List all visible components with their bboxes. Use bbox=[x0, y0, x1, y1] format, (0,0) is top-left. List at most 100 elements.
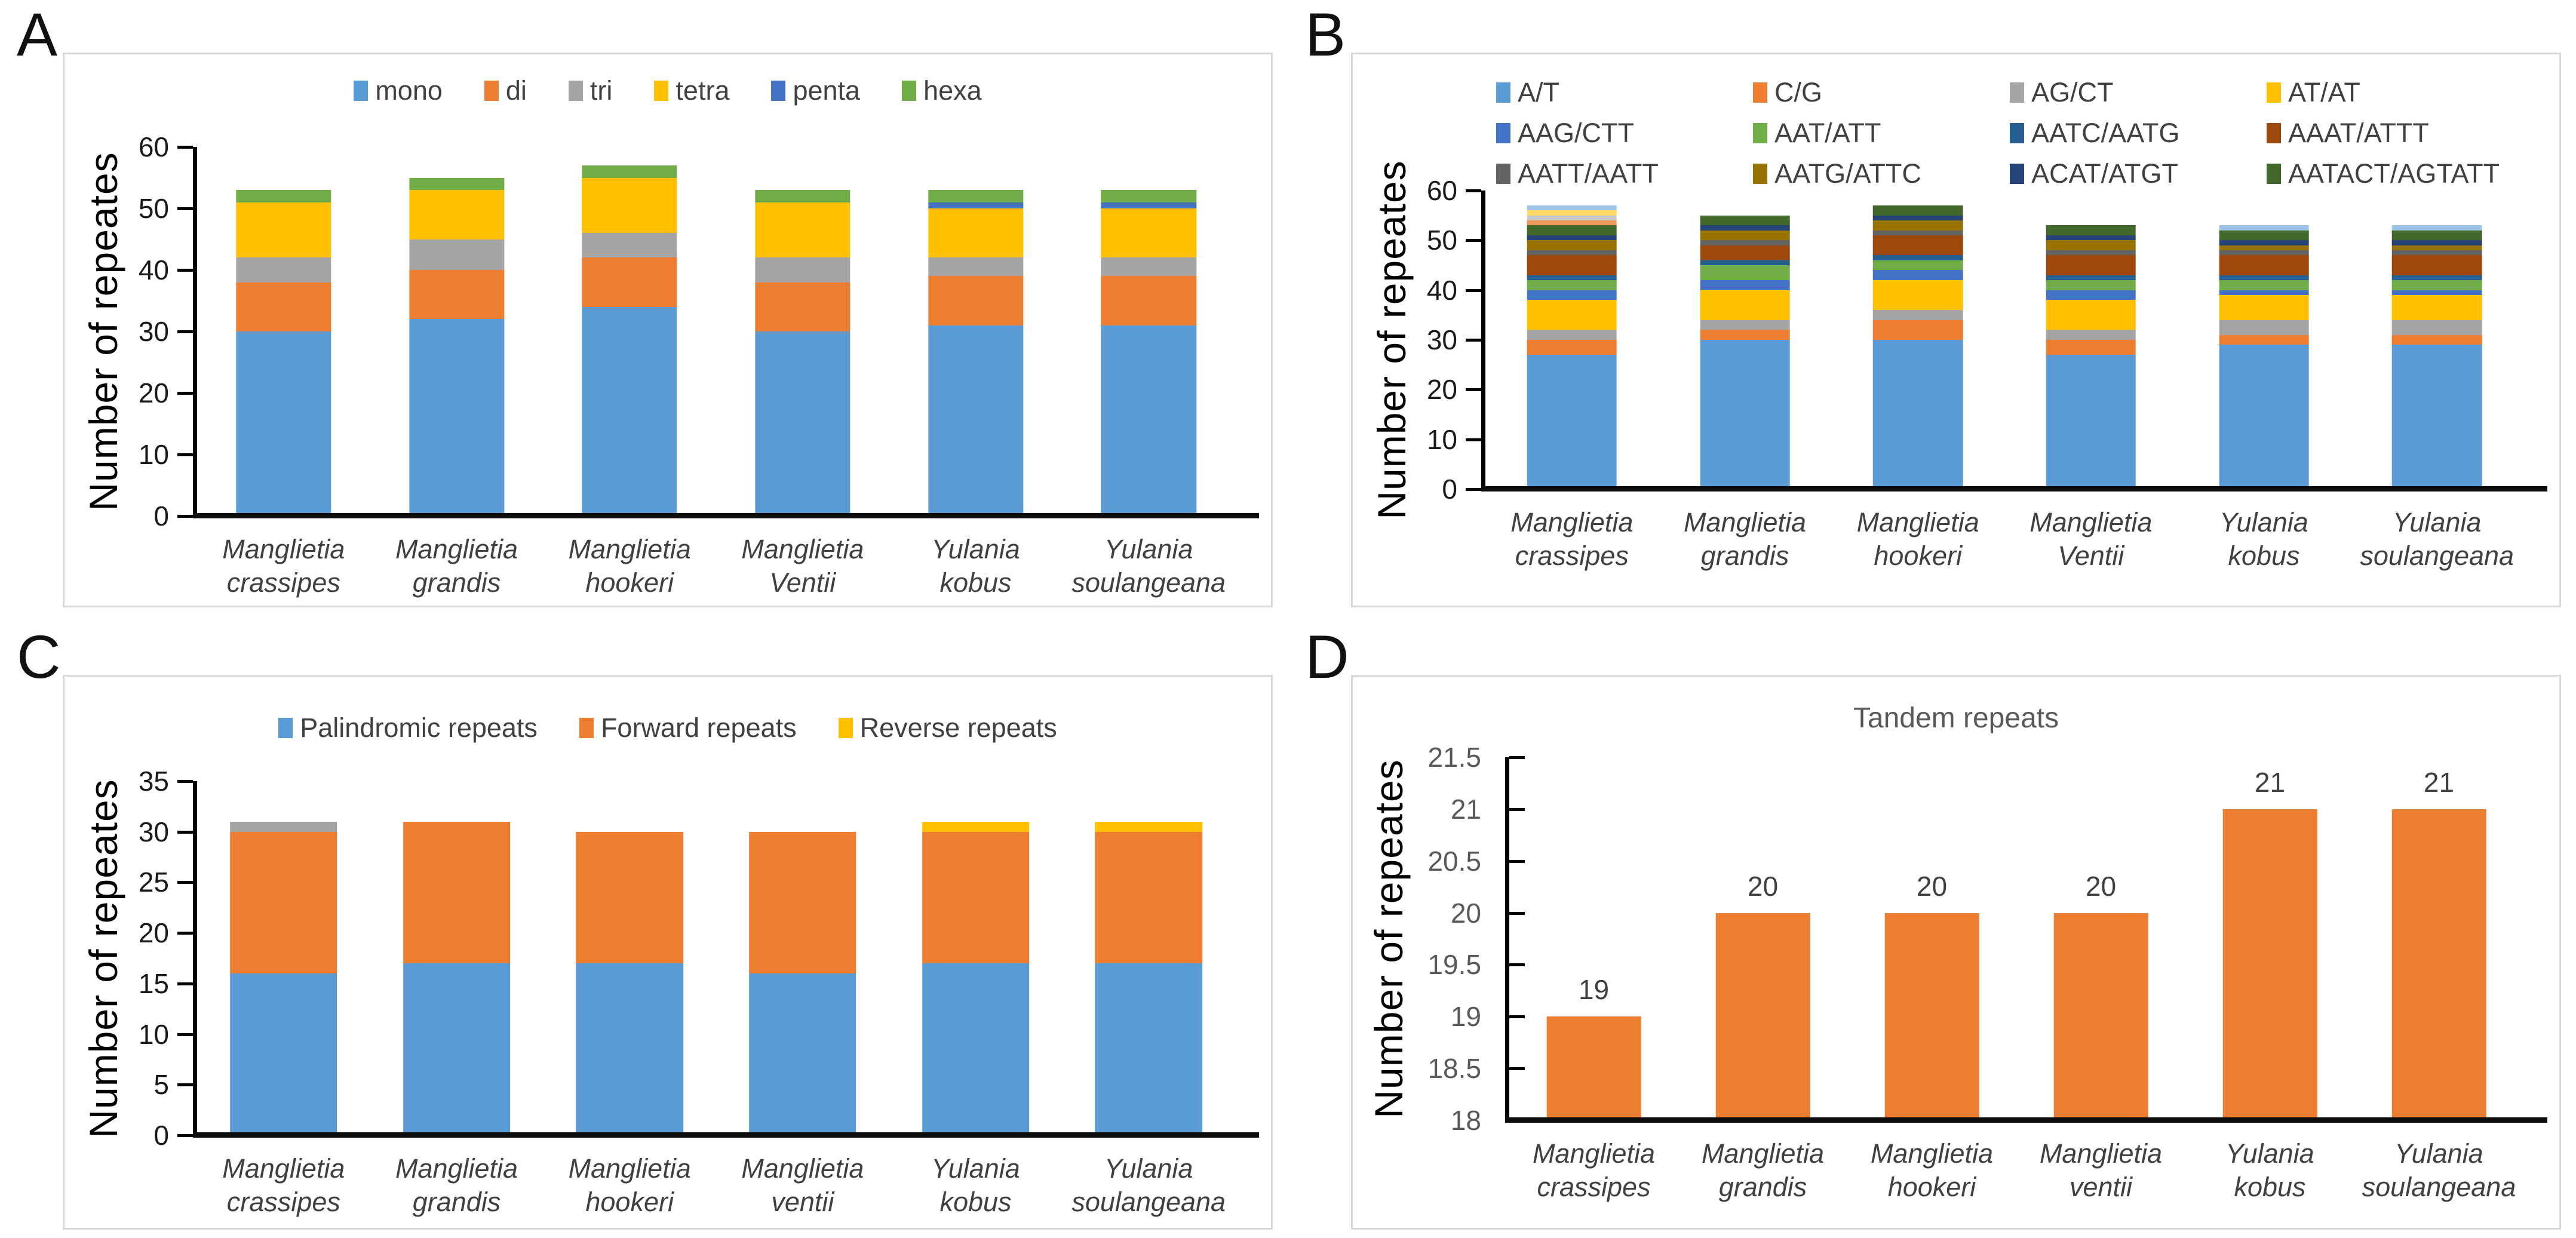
bar-segment-mono[interactable] bbox=[928, 325, 1024, 516]
bar-segment-aag-ctt[interactable] bbox=[2219, 290, 2309, 296]
bar[interactable] bbox=[2053, 913, 2148, 1120]
bar-segment-aag-ctt[interactable] bbox=[1527, 290, 1617, 300]
bar-segment-at-at[interactable] bbox=[2219, 295, 2309, 320]
bar[interactable] bbox=[1715, 913, 1810, 1120]
bar-segment-aag-ctt[interactable] bbox=[1872, 270, 1963, 281]
bar-segment-aag-ctt[interactable] bbox=[2391, 290, 2482, 296]
bar-segment-ag-ct[interactable] bbox=[1700, 320, 1790, 330]
bar-segment-ag-ct[interactable] bbox=[1527, 330, 1617, 340]
bar-segment-aatc-aatg[interactable] bbox=[1527, 275, 1617, 281]
bar-segment-di[interactable] bbox=[409, 270, 505, 320]
bar[interactable] bbox=[1884, 913, 1979, 1120]
bar-segment-mono[interactable] bbox=[236, 331, 331, 516]
bar-segment-tri[interactable] bbox=[409, 239, 505, 271]
stacked-bar[interactable] bbox=[2391, 191, 2482, 489]
bar-segment-aatt-aatt[interactable] bbox=[2391, 250, 2482, 256]
bar-segment-aaat-attt[interactable] bbox=[1527, 255, 1617, 275]
bar-segment--unlabeled-[interactable] bbox=[1527, 220, 1617, 226]
bar-segment-tetra[interactable] bbox=[928, 208, 1024, 258]
bar-segment-palindromic-repeats[interactable] bbox=[576, 963, 683, 1135]
bar-segment-aaat-attt[interactable] bbox=[1872, 235, 1963, 256]
bar-segment-a-t[interactable] bbox=[2219, 345, 2309, 489]
bar-segment-tri[interactable] bbox=[1101, 257, 1196, 277]
bar-segment-palindromic-repeats[interactable] bbox=[1095, 963, 1202, 1135]
stacked-bar[interactable] bbox=[1700, 191, 1790, 489]
bar-segment-acat-atgt[interactable] bbox=[1872, 215, 1963, 221]
bar-segment-mono[interactable] bbox=[1101, 325, 1196, 516]
bar-segment-acat-atgt[interactable] bbox=[2046, 235, 2136, 241]
bar-segment-di[interactable] bbox=[755, 282, 851, 331]
bar-segment-aatact-agtatt[interactable] bbox=[2046, 225, 2136, 236]
bar-segment-ag-ct[interactable] bbox=[2219, 320, 2309, 335]
bar-segment--unlabeled-[interactable] bbox=[2219, 225, 2309, 231]
bar-segment-forward-repeats[interactable] bbox=[230, 831, 337, 973]
bar-segment-aatact-agtatt[interactable] bbox=[2391, 230, 2482, 241]
bar-segment-aag-ctt[interactable] bbox=[1700, 280, 1790, 290]
bar-segment-penta[interactable] bbox=[928, 202, 1024, 209]
bar-segment-hexa[interactable] bbox=[755, 190, 851, 202]
bar-segment-aaat-attt[interactable] bbox=[2219, 255, 2309, 275]
bar-segment-at-at[interactable] bbox=[1872, 280, 1963, 311]
bar-segment-tri[interactable] bbox=[582, 233, 677, 258]
bar-segment-aatt-aatt[interactable] bbox=[1700, 240, 1790, 245]
bar-segment-di[interactable] bbox=[1101, 276, 1196, 325]
bar-segment--unlabeled-[interactable] bbox=[1527, 205, 1617, 211]
stacked-bar[interactable] bbox=[749, 781, 856, 1135]
stacked-bar[interactable] bbox=[2046, 191, 2136, 489]
bar-segment-forward-repeats[interactable] bbox=[749, 831, 856, 973]
bar-segment-palindromic-repeats[interactable] bbox=[230, 973, 337, 1135]
bar-segment-hexa[interactable] bbox=[928, 190, 1024, 202]
bar-segment-ag-ct[interactable] bbox=[1872, 310, 1963, 320]
bar-segment-di[interactable] bbox=[582, 257, 677, 307]
bar-segment-hexa[interactable] bbox=[236, 190, 331, 202]
stacked-bar[interactable] bbox=[755, 147, 851, 516]
bar-segment-a-t[interactable] bbox=[2046, 355, 2136, 489]
bar-segment-aatt-aatt[interactable] bbox=[2219, 250, 2309, 256]
bar-segment-c-g[interactable] bbox=[2219, 334, 2309, 345]
stacked-bar[interactable] bbox=[409, 147, 505, 516]
bar-segment-palindromic-repeats[interactable] bbox=[922, 963, 1030, 1135]
bar-segment-aatg-attc[interactable] bbox=[2219, 245, 2309, 251]
bar-segment-c-g[interactable] bbox=[2391, 334, 2482, 345]
bar-segment-aatg-attc[interactable] bbox=[2391, 245, 2482, 251]
bar-segment-aatg-attc[interactable] bbox=[1700, 230, 1790, 241]
stacked-bar[interactable] bbox=[2219, 191, 2309, 489]
bar-segment-hexa[interactable] bbox=[1101, 190, 1196, 202]
bar-segment-aatc-aatg[interactable] bbox=[2391, 275, 2482, 281]
bar-segment-mono[interactable] bbox=[755, 331, 851, 516]
bar-segment-aatact-agtatt[interactable] bbox=[1527, 225, 1617, 236]
stacked-bar[interactable] bbox=[922, 781, 1030, 1135]
bar-segment-palindromic-repeats[interactable] bbox=[403, 963, 511, 1135]
bar-segment-aatt-aatt[interactable] bbox=[1527, 250, 1617, 256]
bar-segment-c-g[interactable] bbox=[1700, 330, 1790, 340]
stacked-bar[interactable] bbox=[403, 781, 511, 1135]
bar-segment-aatc-aatg[interactable] bbox=[1700, 260, 1790, 266]
stacked-bar[interactable] bbox=[230, 781, 337, 1135]
bar-segment-c-g[interactable] bbox=[1872, 320, 1963, 340]
bar-segment-aat-att[interactable] bbox=[2046, 280, 2136, 290]
stacked-bar[interactable] bbox=[576, 781, 683, 1135]
bar-segment-aat-att[interactable] bbox=[1700, 265, 1790, 281]
bar-segment-mono[interactable] bbox=[409, 319, 505, 516]
bar-segment-tetra[interactable] bbox=[755, 202, 851, 258]
bar-segment-a-t[interactable] bbox=[1872, 340, 1963, 489]
bar-segment-at-at[interactable] bbox=[2391, 295, 2482, 320]
bar[interactable] bbox=[1546, 1016, 1641, 1120]
bar-segment-reverse-repeats[interactable] bbox=[1095, 821, 1202, 832]
bar-segment-aatg-attc[interactable] bbox=[1527, 240, 1617, 251]
bar-segment-aat-att[interactable] bbox=[1527, 280, 1617, 290]
stacked-bar[interactable] bbox=[1527, 191, 1617, 489]
bar-segment-aaat-attt[interactable] bbox=[1700, 245, 1790, 260]
bar-segment-aaat-attt[interactable] bbox=[2046, 255, 2136, 275]
bar-segment-hexa[interactable] bbox=[582, 165, 677, 178]
bar-segment-forward-repeats[interactable] bbox=[1095, 831, 1202, 963]
bar-segment-penta[interactable] bbox=[1101, 202, 1196, 209]
bar-segment--unlabeled-[interactable] bbox=[1527, 210, 1617, 216]
bar-segment-forward-repeats[interactable] bbox=[576, 831, 683, 963]
bar-segment-a-t[interactable] bbox=[2391, 345, 2482, 489]
bar-segment-tetra[interactable] bbox=[409, 190, 505, 239]
bar-segment-aat-att[interactable] bbox=[2219, 280, 2309, 290]
bar-segment-tri[interactable] bbox=[928, 257, 1024, 277]
bar-segment--unlabeled-[interactable] bbox=[1527, 215, 1617, 221]
bar-segment-di[interactable] bbox=[236, 282, 331, 331]
